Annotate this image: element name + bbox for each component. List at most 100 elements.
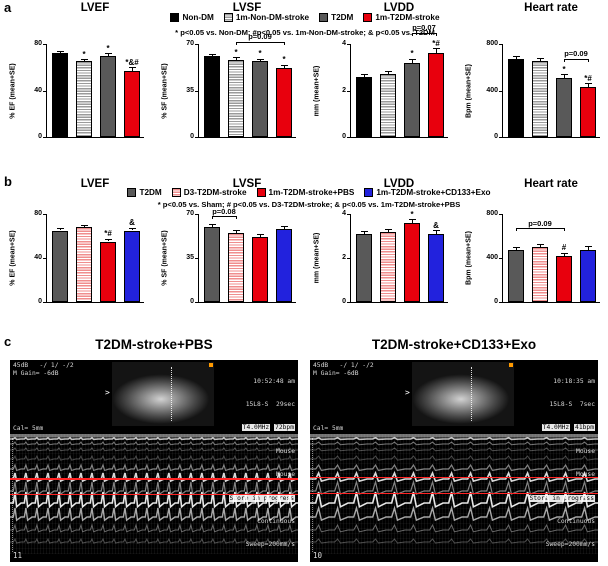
chart-title: Heart rate: [524, 178, 578, 190]
y-tick: [347, 258, 350, 259]
p-value-bracket-end: [212, 216, 213, 220]
y-tick-label: 0: [38, 298, 42, 305]
mgain-readout: M Gain= -6dB: [313, 370, 359, 377]
p-value-bracket-end: [412, 32, 413, 36]
error-bar-cap: [104, 53, 112, 55]
frequency-label: T4.0MHz: [541, 424, 571, 432]
legend-item: D3-T2DM-stroke: [171, 188, 247, 197]
chart-title: LVEF: [80, 178, 110, 190]
x-axis: [198, 137, 296, 139]
significance-mark: *#: [432, 38, 440, 48]
legend-item: T2DM: [127, 188, 162, 197]
error-bar-cap: [536, 243, 544, 245]
bar: [252, 61, 268, 137]
y-axis: [502, 44, 503, 137]
mmode-cursor-line: [10, 478, 298, 480]
mmode-cursor-line: [10, 494, 298, 496]
chart-a-lvdd: LVDD mm (mean+SE) 0 2 4 * *# p=0.07: [304, 0, 456, 172]
mline-cursor-icon: [471, 367, 473, 421]
mline-cursor-icon: [171, 367, 173, 421]
mode-label: Continuous: [557, 517, 595, 525]
chart-b-lvef: LVEF % EF (mean+SE) 0 40 80 *# &: [0, 176, 152, 336]
probe-label: 15L8-S: [245, 400, 269, 408]
y-axis: [350, 44, 351, 137]
error-bar: [83, 225, 85, 228]
error-bar-cap: [560, 252, 568, 254]
y-tick-label: 70: [186, 40, 194, 47]
bar: [124, 70, 140, 137]
ultrasound-right-title: T2DM-stroke+CD133+Exo: [371, 337, 537, 352]
bar: [52, 53, 68, 137]
error-bar-cap: [384, 71, 392, 73]
p-value-label: p=0.08: [212, 206, 236, 216]
legend-item: 1m-T2DM-stroke+CD133+Exo: [364, 188, 491, 197]
chart-title: LVEF: [80, 2, 110, 14]
error-bar: [587, 83, 589, 87]
significance-mark: &: [433, 220, 439, 230]
y-tick: [43, 302, 46, 303]
chart-b-lvdd: LVDD mm (mean+SE) 0 2 4 * &: [304, 176, 456, 336]
y-tick: [499, 90, 502, 92]
error-bar: [363, 74, 365, 77]
error-bar-cap: [80, 59, 88, 61]
significance-mark: *: [562, 64, 566, 74]
error-bar-cap: [584, 83, 592, 85]
x-axis: [46, 137, 144, 139]
bar: [76, 61, 92, 137]
error-bar-cap: [56, 51, 64, 53]
p-value-bracket-end: [236, 216, 237, 220]
y-tick: [43, 258, 46, 259]
elapsed-time: 29sec: [276, 400, 295, 408]
chart-a-lvsf: LVSF % SF (mean+SE) 0 35 70 * * * p=0.09: [152, 0, 304, 172]
p-value-bracket-end: [236, 41, 237, 45]
probe-label: 15L8-S: [549, 400, 573, 408]
chart-title: LVDD: [383, 178, 415, 190]
y-tick: [43, 44, 46, 45]
y-axis-label: mm (mean+SE): [313, 65, 321, 116]
bar: [428, 53, 444, 137]
y-tick-label: 2: [342, 254, 346, 261]
error-bar: [515, 247, 517, 251]
legend-item: T2DM: [319, 13, 353, 22]
panel-a-label: a: [4, 0, 12, 15]
y-tick-label: 4: [342, 210, 346, 217]
y-tick-label: 0: [342, 133, 346, 140]
error-bar: [235, 57, 237, 60]
legend-label: D3-T2DM-stroke: [183, 188, 247, 197]
error-bar: [283, 226, 285, 230]
panel-b-label: b: [4, 174, 12, 189]
significance-mark: *&#: [125, 57, 139, 67]
bar: [580, 87, 596, 137]
x-axis: [350, 137, 448, 139]
y-axis: [198, 44, 199, 137]
y-tick: [347, 214, 350, 215]
error-bar: [83, 59, 85, 62]
y-tick-label: 35: [186, 86, 194, 94]
y-tick: [195, 44, 198, 45]
error-bar-cap: [360, 73, 368, 75]
error-bar: [411, 219, 413, 223]
error-bar-cap: [208, 223, 216, 225]
y-axis-label: mm (mean+SE): [313, 232, 321, 284]
significance-mark: *#: [584, 73, 592, 83]
p-value-bracket-end: [516, 228, 517, 232]
legend-swatch: [364, 188, 374, 197]
legend-swatch: [319, 13, 329, 22]
y-tick-label: 0: [494, 298, 498, 305]
mgain-readout: M Gain= -6dB: [13, 370, 59, 377]
frame-number: 10: [313, 551, 323, 560]
bar: [204, 226, 220, 302]
legend-item: 1m-T2DM-stroke+PBS: [256, 188, 354, 197]
legend-swatch: [170, 13, 180, 22]
legend-label: T2DM: [139, 188, 162, 197]
error-bar-cap: [512, 56, 520, 58]
pointer-arrow-icon: >: [405, 388, 410, 397]
mmode-cursor-line: [310, 492, 598, 495]
chart-b-lvsf: LVSF % SF (mean+SE) 0 35 70 p=0.08: [152, 176, 304, 336]
y-tick-label: 400: [486, 86, 498, 94]
legend-label: T2DM: [331, 13, 354, 22]
focus-marker-icon: [209, 363, 213, 367]
bar: [428, 233, 444, 302]
y-tick: [43, 137, 46, 138]
bar: [228, 232, 244, 302]
